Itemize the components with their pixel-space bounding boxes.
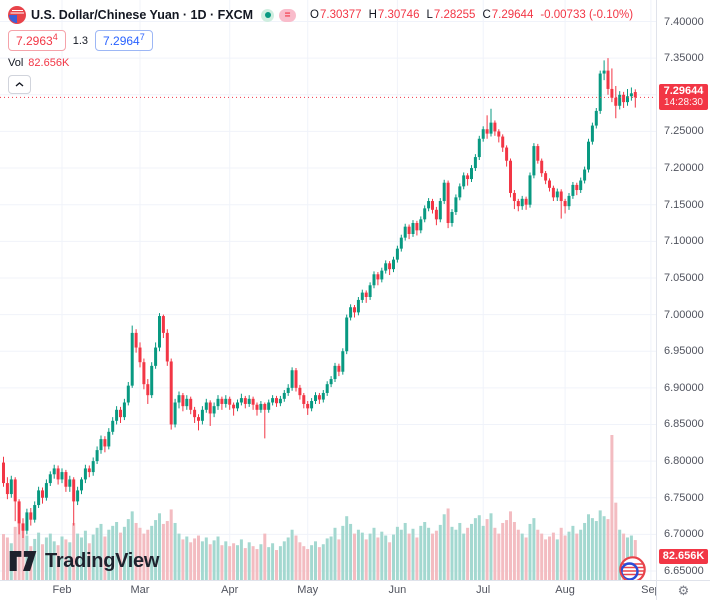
spread-value: 1.3	[72, 34, 89, 47]
low-label: L	[426, 9, 433, 21]
price-tick-label: 6.95000	[664, 345, 704, 358]
symbol-title[interactable]: U.S. Dollar/Chinese Yuan · 1D · FXCM	[31, 8, 254, 22]
time-axis-month-label: Apr	[221, 584, 239, 596]
change-value: -0.00733 (-0.10%)	[540, 9, 634, 21]
close-label: C	[482, 9, 491, 21]
price-axis[interactable]: 6.65000 6.70000 6.75000 6.80000 6.85000 6.900…	[656, 0, 710, 580]
spread-mode-icon[interactable]: =	[279, 8, 297, 22]
tradingview-logo-icon	[9, 551, 37, 571]
price-tick-label: 6.65000	[664, 564, 704, 577]
high-value: 7.30746	[377, 9, 420, 21]
axis-corner: ⚙	[656, 580, 710, 600]
market-status-dot-icon	[261, 8, 275, 22]
time-axis-month-label: Jun	[388, 584, 407, 596]
price-tick-label: 7.05000	[664, 271, 704, 284]
symbol-pair-icon	[8, 6, 26, 24]
low-value: 7.28255	[433, 9, 476, 21]
price-tick-label: 7.35000	[664, 52, 704, 65]
time-axis-month-label: May	[297, 584, 319, 596]
ohlc-readout: O 7.30377 H 7.30746 L 7.28255 C 7.29644 -0.0…	[310, 9, 633, 21]
price-tick-label: 6.85000	[664, 418, 704, 431]
price-tick-label: 6.80000	[664, 455, 704, 468]
buy-button[interactable]: 7.29647	[95, 30, 153, 51]
close-value: 7.29644	[491, 9, 534, 21]
price-tick-label: 6.70000	[664, 528, 704, 541]
bar-countdown: 14:28:30	[664, 97, 703, 109]
price-tick-label: 7.20000	[664, 162, 704, 175]
chart-canvas[interactable]: U.S. Dollar/Chinese Yuan · 1D · FXCM = O…	[0, 0, 656, 580]
time-axis-month-label: Mar	[130, 584, 150, 596]
price-tick-label: 6.75000	[664, 491, 704, 504]
settings-gear-icon[interactable]: ⚙	[677, 583, 690, 598]
tradingview-watermark: TradingView	[8, 549, 159, 573]
volume-badge: 82.656K	[659, 549, 708, 564]
fxcm-logo-icon	[619, 556, 646, 580]
sell-button[interactable]: 7.29634	[8, 30, 66, 51]
price-tick-label: 7.15000	[664, 198, 704, 211]
last-price-value: 7.29644	[663, 85, 704, 98]
last-price-badge: 7.29644 14:28:30	[659, 84, 708, 111]
tradingview-watermark-text: TradingView	[45, 549, 160, 572]
time-axis-month-label: Jul	[476, 584, 491, 596]
open-value: 7.30377	[320, 9, 362, 21]
price-tick-label: 7.10000	[664, 235, 704, 248]
time-axis[interactable]: Feb Mar Apr May Jun Jul Aug Sep	[0, 580, 661, 600]
price-tick-label: 7.00000	[664, 308, 704, 321]
collapse-legend-button[interactable]	[8, 75, 31, 94]
open-label: O	[310, 9, 319, 21]
time-axis-month-label: Feb	[52, 584, 72, 596]
volume-legend-label: Vol	[8, 57, 24, 69]
high-label: H	[368, 9, 377, 21]
time-axis-month-label: Sep	[641, 584, 661, 596]
price-tick-label: 7.40000	[664, 15, 704, 28]
price-tick-label: 6.90000	[664, 381, 704, 394]
price-tick-label: 7.25000	[664, 125, 704, 138]
chart-legend: U.S. Dollar/Chinese Yuan · 1D · FXCM = O…	[8, 6, 633, 94]
candlestick-chart[interactable]	[0, 0, 656, 580]
volume-legend-value: 82.656K	[28, 57, 70, 69]
chevron-up-icon	[15, 82, 24, 87]
time-axis-month-label: Aug	[555, 584, 575, 596]
